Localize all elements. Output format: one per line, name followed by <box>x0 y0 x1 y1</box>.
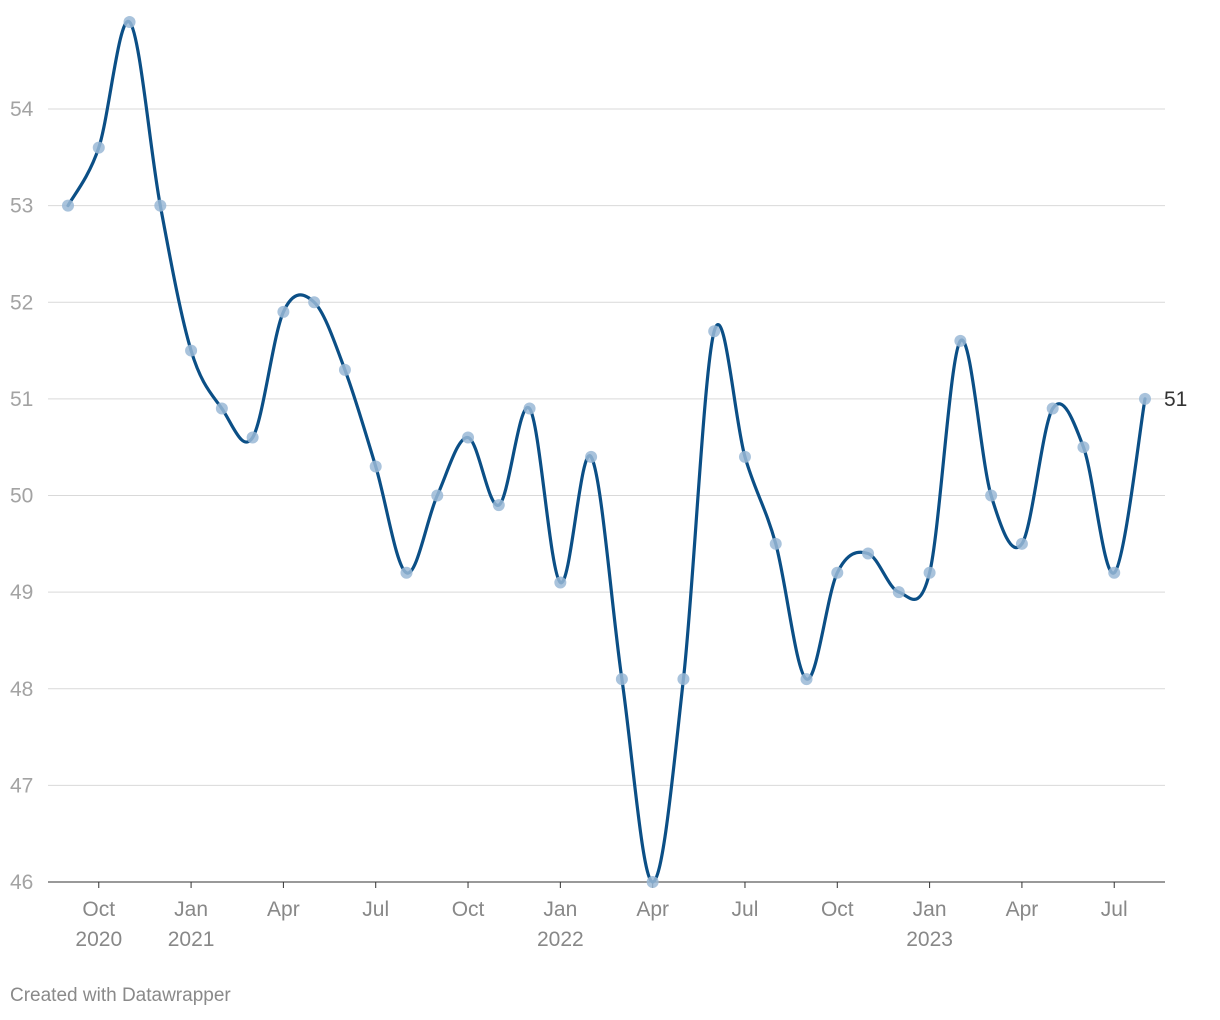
data-point <box>400 566 413 579</box>
series <box>66 20 1147 884</box>
x-tick-label-year: 2023 <box>906 928 953 951</box>
data-point <box>462 431 475 444</box>
data-point <box>277 305 290 318</box>
y-tick-label-53: 53 <box>10 195 33 218</box>
data-point <box>523 402 536 415</box>
y-axis-tick-labels: 46 47 48 49 50 51 52 53 54 <box>10 98 34 894</box>
gridlines <box>48 108 1165 786</box>
data-point <box>215 402 228 415</box>
data-point <box>862 547 875 560</box>
annotations: 51 <box>1164 388 1187 411</box>
data-point <box>585 450 598 463</box>
y-tick-label-48: 48 <box>10 678 33 701</box>
data-point <box>431 489 444 502</box>
x-tick-label-year: 2020 <box>75 928 122 951</box>
x-tick-label-month: Jan <box>543 898 577 921</box>
data-point <box>985 489 998 502</box>
x-tick-label-year: 2022 <box>537 928 584 951</box>
data-point <box>646 876 659 888</box>
data-point <box>123 16 136 29</box>
data-point <box>246 431 259 444</box>
data-point <box>554 576 567 589</box>
data-point <box>185 344 198 357</box>
data-point <box>923 566 936 579</box>
data-point <box>369 460 382 473</box>
data-point <box>308 296 321 309</box>
y-tick-label-52: 52 <box>10 291 33 314</box>
y-tick-label-50: 50 <box>10 485 33 508</box>
x-tick-label-month: Jan <box>913 898 947 921</box>
data-point <box>1077 441 1090 454</box>
data-point <box>769 537 782 550</box>
x-tick-label-month: Jul <box>732 898 759 921</box>
y-tick-label-47: 47 <box>10 774 33 797</box>
data-point <box>677 673 690 686</box>
x-tick-label-month: Oct <box>821 898 854 921</box>
x-tick-label-month: Apr <box>636 898 669 921</box>
x-tick-label-month: Apr <box>1006 898 1039 921</box>
datawrapper-credit: Created with Datawrapper <box>10 985 231 1006</box>
data-point <box>615 673 628 686</box>
data-point <box>492 499 505 512</box>
y-tick-label-49: 49 <box>10 581 33 604</box>
data-point <box>800 673 813 686</box>
x-tick-label-month: Jul <box>1101 898 1128 921</box>
data-point <box>738 450 751 463</box>
x-tick-label-month: Oct <box>82 898 115 921</box>
data-point <box>154 199 167 212</box>
data-point <box>892 586 905 599</box>
data-point <box>92 141 105 154</box>
data-point <box>1015 537 1028 550</box>
data-point <box>338 363 351 376</box>
y-tick-label-46: 46 <box>10 871 33 894</box>
x-axis: Oct 2020 Jan 2021 Apr Jul Oct Jan 2022 Apr Jul Oct J… <box>48 881 1165 951</box>
x-tick-label-month: Oct <box>452 898 485 921</box>
y-tick-label-54: 54 <box>10 98 34 121</box>
series-line <box>66 20 1147 884</box>
data-points <box>62 16 1151 888</box>
y-tick-label-51: 51 <box>10 388 33 411</box>
data-point <box>831 566 844 579</box>
x-tick-label-month: Jan <box>174 898 208 921</box>
data-point <box>1046 402 1059 415</box>
data-point <box>62 199 74 212</box>
data-point <box>708 325 721 338</box>
end-value-label: 51 <box>1164 388 1187 411</box>
data-point <box>1108 566 1121 579</box>
data-point <box>1139 392 1151 405</box>
x-tick-label-year: 2021 <box>168 928 215 951</box>
data-point <box>954 334 967 347</box>
x-tick-label-month: Jul <box>362 898 389 921</box>
x-tick-label-month: Apr <box>267 898 300 921</box>
